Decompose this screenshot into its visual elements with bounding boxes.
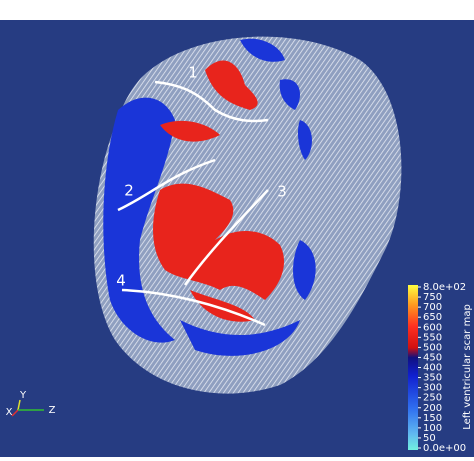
colorbar-tick-label: 550 xyxy=(423,332,442,343)
low-scar-regions xyxy=(103,38,316,356)
colorbar-title: Left ventricular scar map xyxy=(462,304,473,430)
annotation-label: 4 xyxy=(116,272,126,290)
colorbar-tick-label: 250 xyxy=(423,393,442,404)
annotation-label: 1 xyxy=(188,64,198,82)
colorbar-tick-label: 100 xyxy=(423,423,442,434)
axis-label: Y xyxy=(19,390,27,401)
colorbar-tick-label: 750 xyxy=(423,292,442,303)
colorbar-tick-label: 350 xyxy=(423,373,442,384)
colorbar-tick-label: 600 xyxy=(423,322,442,333)
axis-label: Z xyxy=(49,405,56,416)
colorbar-tick-label: 500 xyxy=(423,342,442,353)
colorbar-tick-label: 200 xyxy=(423,403,442,414)
colorbar-tick-label: 450 xyxy=(423,352,442,363)
colorbar-tick-label: 150 xyxy=(423,413,442,424)
colorbar-tick-label: 700 xyxy=(423,302,442,313)
colorbar-tick-label: 0.0e+00 xyxy=(423,443,466,454)
colorbar-tick-label: 650 xyxy=(423,312,442,323)
colorbar-tick-label: 50 xyxy=(423,433,436,444)
colorbar-tick-label: 400 xyxy=(423,363,442,374)
annotation-lines xyxy=(117,80,269,327)
colorbar xyxy=(408,285,418,450)
colorbar-tick-label: 300 xyxy=(423,383,442,394)
annotation-label: 2 xyxy=(124,182,134,200)
colorbar-tick-label: 8.0e+02 xyxy=(423,282,466,293)
axis-label: X xyxy=(6,407,13,418)
annotation-label: 3 xyxy=(277,183,287,201)
axes-triad xyxy=(11,399,44,417)
